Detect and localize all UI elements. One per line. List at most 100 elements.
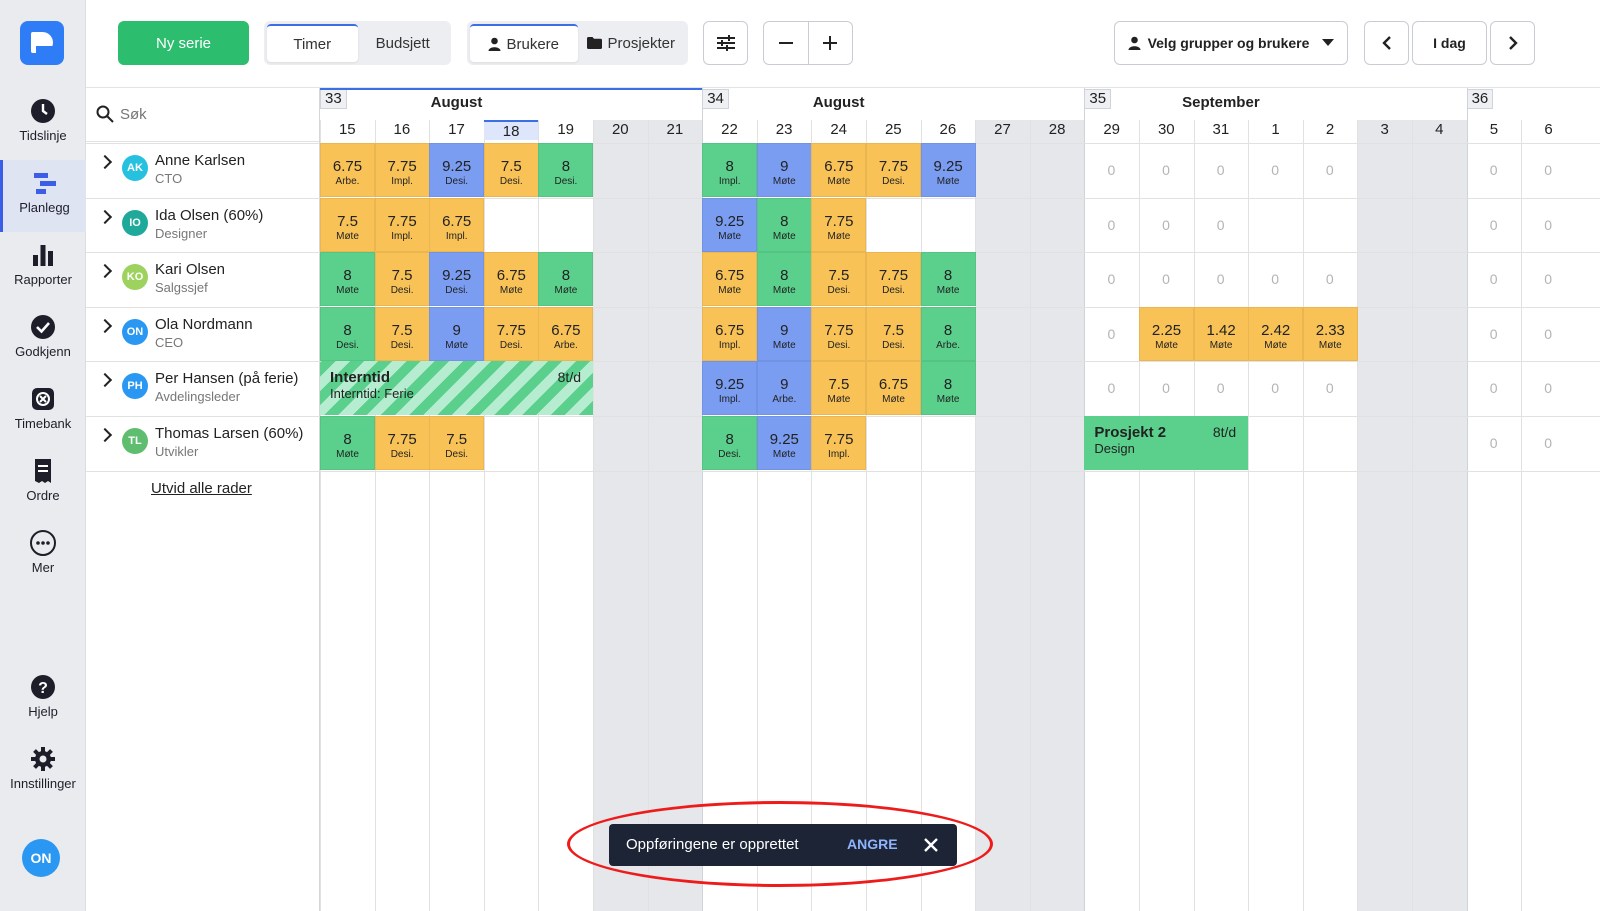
time-entry[interactable]: 8 Møte [920, 252, 976, 307]
empty-hours[interactable]: 0 [1489, 435, 1498, 451]
empty-hours[interactable]: 0 [1489, 380, 1498, 397]
time-entry[interactable]: 2.25 Møte [1139, 306, 1194, 361]
empty-hours[interactable]: 0 [1544, 380, 1553, 397]
tab-timer[interactable]: Timer [267, 24, 358, 62]
empty-hours[interactable]: 0 [1271, 162, 1280, 178]
time-entry[interactable]: 9.25 Impl. [702, 361, 758, 416]
empty-hours[interactable]: 0 [1271, 271, 1280, 288]
zoom-out-button[interactable] [764, 22, 809, 64]
person-row[interactable]: TL Thomas Larsen (60%) Utvikler [86, 416, 319, 470]
empty-hours[interactable]: 0 [1107, 162, 1116, 178]
app-logo[interactable] [20, 21, 64, 65]
time-entry[interactable]: 9 Møte [756, 143, 812, 197]
time-entry[interactable]: 7.75 Impl. [374, 143, 430, 197]
filter-settings-button[interactable] [703, 21, 748, 65]
empty-hours[interactable]: 0 [1544, 216, 1553, 233]
empty-hours[interactable]: 0 [1216, 162, 1225, 178]
nav-item-godkjenn[interactable]: Godkjenn [0, 304, 86, 376]
empty-hours[interactable]: 0 [1107, 271, 1116, 288]
empty-hours[interactable]: 0 [1271, 380, 1280, 397]
chevron-right-icon[interactable] [97, 209, 113, 224]
absence-block[interactable]: Interntid Interntid: Ferie 8t/d [320, 361, 593, 416]
time-entry[interactable]: 7.75 Impl. [811, 416, 867, 470]
time-entry[interactable]: 6.75 Møte [483, 252, 539, 307]
chevron-right-icon[interactable] [97, 264, 113, 279]
time-entry[interactable]: 8 Impl. [702, 143, 758, 197]
empty-hours[interactable]: 0 [1489, 271, 1498, 288]
empty-hours[interactable]: 0 [1325, 162, 1334, 178]
time-entry[interactable]: 7.75 Desi. [374, 416, 430, 470]
new-series-button[interactable]: Ny serie [118, 21, 249, 65]
empty-hours[interactable]: 0 [1325, 271, 1334, 288]
time-entry[interactable]: 8 Møte [756, 197, 812, 252]
time-entry[interactable]: 8 Desi. [320, 306, 375, 361]
time-entry[interactable]: 6.75 Arbe. [538, 306, 594, 361]
expand-all-link[interactable]: Utvid alle rader [151, 480, 252, 497]
time-entry[interactable]: 2.42 Møte [1248, 306, 1304, 361]
time-entry[interactable]: 1.42 Møte [1193, 306, 1249, 361]
empty-hours[interactable]: 0 [1544, 162, 1553, 178]
empty-hours[interactable]: 0 [1162, 380, 1170, 397]
time-entry[interactable]: 7.5 Desi. [374, 306, 430, 361]
time-entry[interactable]: 9 Møte [429, 306, 485, 361]
empty-hours[interactable]: 0 [1107, 380, 1116, 397]
empty-hours[interactable]: 0 [1489, 216, 1498, 233]
time-entry[interactable]: 7.5 Møte [320, 197, 375, 252]
time-entry[interactable]: 9 Møte [756, 306, 812, 361]
empty-hours[interactable]: 0 [1544, 435, 1553, 451]
tab-prosjekter[interactable]: Prosjekter [578, 24, 686, 62]
time-entry[interactable]: 6.75 Møte [811, 143, 867, 197]
time-entry[interactable]: 8 Møte [320, 416, 375, 470]
nav-item-planlegg[interactable]: Planlegg [0, 160, 86, 232]
time-entry[interactable]: 7.5 Møte [811, 361, 867, 416]
nav-item-tidslinje[interactable]: Tidslinje [0, 88, 86, 160]
empty-hours[interactable]: 0 [1489, 162, 1498, 178]
nav-item-hjelp[interactable]: ? Hjelp [0, 664, 86, 736]
empty-hours[interactable]: 0 [1216, 271, 1225, 288]
close-icon[interactable] [921, 835, 941, 855]
time-entry[interactable]: 9.25 Desi. [429, 252, 485, 307]
time-entry[interactable]: 9 Arbe. [756, 361, 812, 416]
chevron-right-icon[interactable] [97, 373, 113, 388]
time-entry[interactable]: 6.75 Møte [702, 252, 758, 307]
undo-button[interactable]: ANGRE [847, 836, 898, 852]
time-entry[interactable]: 8 Møte [920, 361, 976, 416]
person-row[interactable]: KO Kari Olsen Salgssjef [86, 252, 319, 306]
nav-item-timebank[interactable]: Timebank [0, 376, 86, 448]
chevron-right-icon[interactable] [97, 318, 113, 333]
time-entry[interactable]: 7.75 Desi. [811, 306, 867, 361]
chevron-right-icon[interactable] [97, 154, 113, 170]
project-block[interactable]: Prosjekt 2 Design 8t/d [1084, 416, 1249, 470]
time-entry[interactable]: 9.25 Møte [702, 197, 758, 252]
zoom-in-button[interactable] [809, 22, 853, 64]
time-entry[interactable]: 8 Desi. [702, 416, 758, 470]
time-entry[interactable]: 9.25 Desi. [429, 143, 485, 197]
time-entry[interactable]: 7.5 Desi. [429, 416, 485, 470]
time-entry[interactable]: 7.75 Møte [811, 197, 867, 252]
time-entry[interactable]: 7.5 Desi. [483, 143, 539, 197]
time-entry[interactable]: 7.5 Desi. [374, 252, 430, 307]
empty-hours[interactable]: 0 [1544, 271, 1553, 288]
search-input[interactable] [120, 102, 310, 126]
empty-hours[interactable]: 0 [1162, 162, 1170, 178]
user-avatar[interactable]: ON [22, 839, 60, 877]
time-entry[interactable]: 7.5 Desi. [866, 306, 921, 361]
time-entry[interactable]: 8 Møte [320, 252, 375, 307]
empty-hours[interactable]: 0 [1489, 325, 1498, 342]
time-entry[interactable]: 6.75 Møte [866, 361, 921, 416]
empty-hours[interactable]: 0 [1216, 380, 1225, 397]
time-entry[interactable]: 8 Arbe. [920, 306, 976, 361]
nav-item-innstillinger[interactable]: Innstillinger [0, 736, 86, 808]
tab-budsjett[interactable]: Budsjett [375, 34, 430, 52]
time-entry[interactable]: 8 Møte [538, 252, 594, 307]
tab-brukere[interactable]: Brukere [470, 24, 578, 62]
next-period-button[interactable] [1490, 21, 1535, 65]
time-entry[interactable]: 7.5 Desi. [811, 252, 867, 307]
time-entry[interactable]: 7.75 Desi. [866, 143, 921, 197]
empty-hours[interactable]: 0 [1107, 216, 1116, 233]
nav-item-mer[interactable]: Mer [0, 520, 86, 592]
empty-hours[interactable]: 0 [1544, 325, 1553, 342]
time-entry[interactable]: 8 Desi. [538, 143, 594, 197]
nav-item-ordre[interactable]: Ordre [0, 448, 86, 520]
time-entry[interactable]: 9.25 Møte [756, 416, 812, 470]
